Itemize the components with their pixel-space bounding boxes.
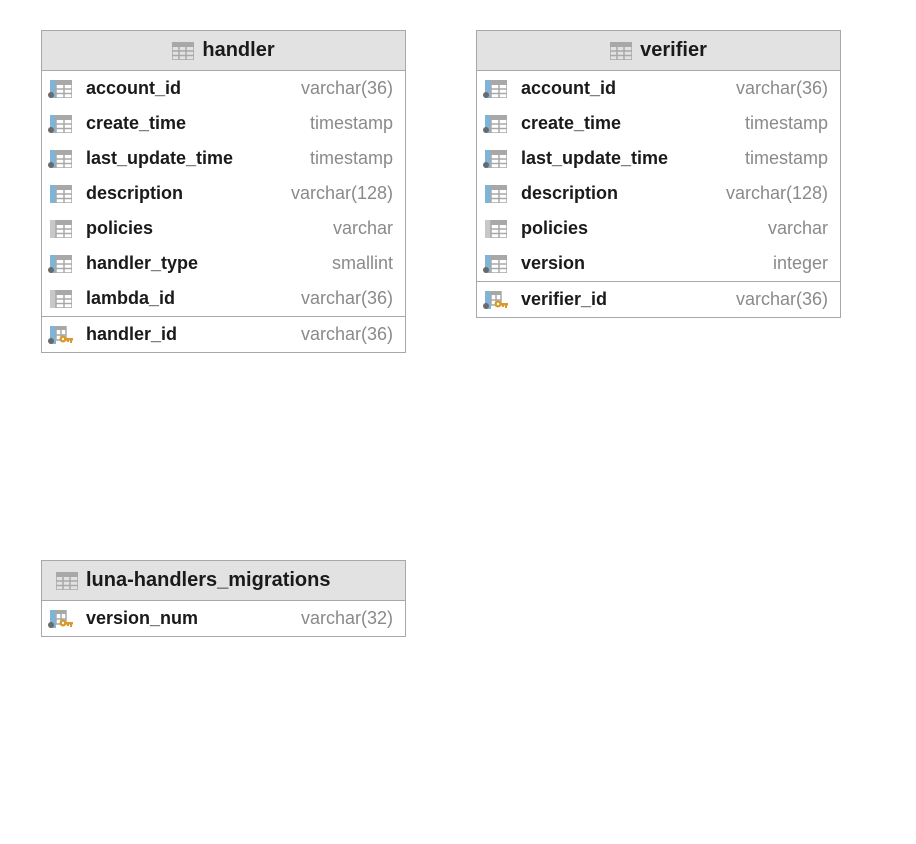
column-name: description (521, 183, 618, 204)
column-type: varchar(36) (301, 324, 393, 345)
column-row: account_id varchar(36) (477, 71, 840, 106)
column-name: last_update_time (86, 148, 233, 169)
column-type: timestamp (310, 113, 393, 134)
column-icon (485, 150, 515, 168)
table-title: handler (202, 39, 274, 62)
column-row: create_time timestamp (42, 106, 405, 141)
column-type: varchar(36) (301, 288, 393, 309)
column-type: smallint (332, 253, 393, 274)
not-null-dot-icon (48, 622, 54, 628)
not-null-dot-icon (483, 127, 489, 133)
table-title: verifier (640, 39, 707, 62)
table-header: luna-handlers_migrations (42, 561, 405, 601)
primary-key-icon (50, 610, 80, 628)
column-type: varchar (768, 218, 828, 239)
table-icon (172, 42, 194, 60)
column-row: policies varchar (477, 211, 840, 246)
column-icon (485, 80, 515, 98)
column-row: account_id varchar(36) (42, 71, 405, 106)
primary-key-icon (50, 326, 80, 344)
column-icon (50, 220, 80, 238)
column-icon (50, 255, 80, 273)
column-type: varchar(36) (736, 289, 828, 310)
not-null-dot-icon (483, 303, 489, 309)
column-row: version integer (477, 246, 840, 281)
column-name: version (521, 253, 585, 274)
column-type: timestamp (310, 148, 393, 169)
column-type: timestamp (745, 113, 828, 134)
column-name: create_time (86, 113, 186, 134)
not-null-dot-icon (48, 162, 54, 168)
table-title: luna-handlers_migrations (86, 569, 331, 592)
column-icon (50, 150, 80, 168)
column-type: varchar(36) (736, 78, 828, 99)
column-icon (50, 115, 80, 133)
column-row: lambda_id varchar(36) (42, 281, 405, 316)
column-type: integer (773, 253, 828, 274)
not-null-dot-icon (48, 127, 54, 133)
table-header: verifier (477, 31, 840, 71)
table-icon (56, 572, 78, 590)
column-type: varchar (333, 218, 393, 239)
column-name: verifier_id (521, 289, 607, 310)
column-icon (50, 80, 80, 98)
column-name: handler_type (86, 253, 198, 274)
column-name: policies (86, 218, 153, 239)
column-row: handler_type smallint (42, 246, 405, 281)
column-icon (485, 255, 515, 273)
not-null-dot-icon (483, 267, 489, 273)
column-name: account_id (86, 78, 181, 99)
db-table-verifier: verifier account_id varchar(36) create_t… (476, 30, 841, 318)
column-icon (485, 185, 515, 203)
primary-key-icon (485, 291, 515, 309)
column-name: policies (521, 218, 588, 239)
column-name: create_time (521, 113, 621, 134)
not-null-dot-icon (483, 162, 489, 168)
column-name: last_update_time (521, 148, 668, 169)
column-name: handler_id (86, 324, 177, 345)
column-name: account_id (521, 78, 616, 99)
column-type: varchar(32) (301, 608, 393, 629)
column-name: description (86, 183, 183, 204)
column-row: create_time timestamp (477, 106, 840, 141)
db-table-handler: handler account_id varchar(36) create_ti… (41, 30, 406, 353)
column-icon (485, 220, 515, 238)
table-icon (610, 42, 632, 60)
column-icon (50, 290, 80, 308)
column-type: varchar(36) (301, 78, 393, 99)
column-row: last_update_time timestamp (42, 141, 405, 176)
column-row: policies varchar (42, 211, 405, 246)
not-null-dot-icon (48, 267, 54, 273)
column-row-pk: verifier_id varchar(36) (477, 281, 840, 317)
column-row-pk: handler_id varchar(36) (42, 316, 405, 352)
not-null-dot-icon (48, 92, 54, 98)
column-row: last_update_time timestamp (477, 141, 840, 176)
not-null-dot-icon (48, 338, 54, 344)
column-row-pk: version_num varchar(32) (42, 601, 405, 636)
column-row: description varchar(128) (477, 176, 840, 211)
column-icon (485, 115, 515, 133)
column-type: varchar(128) (726, 183, 828, 204)
column-row: description varchar(128) (42, 176, 405, 211)
column-name: lambda_id (86, 288, 175, 309)
table-header: handler (42, 31, 405, 71)
column-type: varchar(128) (291, 183, 393, 204)
db-table-migrations: luna-handlers_migrations version_num var… (41, 560, 406, 637)
column-type: timestamp (745, 148, 828, 169)
column-icon (50, 185, 80, 203)
not-null-dot-icon (483, 92, 489, 98)
column-name: version_num (86, 608, 198, 629)
